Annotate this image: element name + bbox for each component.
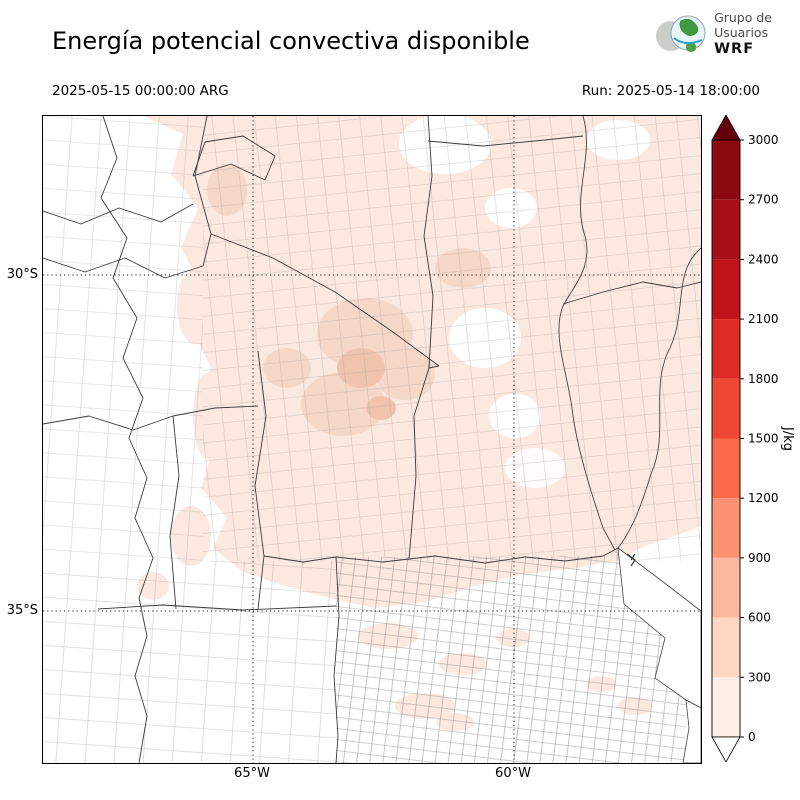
colorbar-segment: [712, 557, 740, 618]
colorbar-tick: 2700: [748, 193, 779, 207]
map-frame: [42, 115, 702, 764]
colorbar-tick: 3000: [748, 133, 779, 147]
colorbar-tick: 1500: [748, 432, 779, 446]
colorbar-tick: 600: [748, 611, 771, 625]
colorbar-segment: [712, 199, 740, 260]
run-time-label: Run: 2025-05-14 18:00:00: [581, 83, 760, 99]
colorbar-tick: 1800: [748, 372, 779, 386]
graticule-gridlines: [43, 116, 701, 763]
logo-line-1: Grupo de: [714, 10, 772, 25]
colorbar-segment: [712, 140, 740, 200]
colorbar: 3000 2700 2400 2100 1800 1500 1200 900 6…: [710, 114, 800, 763]
lon-label-65w: 65°W: [234, 766, 270, 781]
department-boundaries: [43, 116, 701, 763]
colorbar-tick-labels: 3000 2700 2400 2100 1800 1500 1200 900 6…: [748, 133, 779, 744]
page-title: Energía potencial convectiva disponible: [52, 27, 530, 55]
colorbar-segment: [712, 378, 740, 439]
logo-text: Grupo de Usuarios WRF: [714, 10, 772, 58]
lon-label-60w: 60°W: [495, 766, 531, 781]
map-canvas: [43, 116, 701, 763]
colorbar-tick-marks: [740, 139, 744, 738]
colorbar-tick: 300: [748, 670, 771, 684]
globe-icon: [656, 15, 706, 53]
valid-time-label: 2025-05-15 00:00:00 ARG: [52, 83, 229, 99]
province-borders: [43, 116, 701, 763]
colorbar-tick: 900: [748, 551, 771, 565]
colorbar-segment: [712, 617, 740, 678]
colorbar-segment: [712, 498, 740, 558]
colorbar-tick: 0: [748, 730, 756, 744]
colorbar-tick: 2100: [748, 312, 779, 326]
colorbar-canvas: 3000 2700 2400 2100 1800 1500 1200 900 6…: [711, 114, 795, 763]
logo-line-2: Usuarios: [714, 25, 769, 41]
colorbar-unit-label: J/kg: [780, 426, 795, 451]
water-bodies: [617, 547, 701, 763]
colorbar-segment: [712, 259, 740, 320]
lat-label-35s: 35°S: [6, 603, 38, 618]
logo-line-3: WRF: [714, 40, 755, 57]
wrf-logo: Grupo de Usuarios WRF: [656, 10, 772, 58]
colorbar-arrow-bottom: [711, 736, 741, 763]
colorbar-segment: [712, 319, 740, 379]
colorbar-segment: [712, 677, 740, 737]
colorbar-arrow-top: [711, 114, 741, 141]
colorbar-segment: [712, 438, 740, 499]
colorbar-tick: 1200: [748, 491, 779, 505]
colorbar-tick: 2400: [748, 252, 779, 266]
rivers: [558, 116, 701, 551]
lat-label-30s: 30°S: [6, 267, 38, 282]
